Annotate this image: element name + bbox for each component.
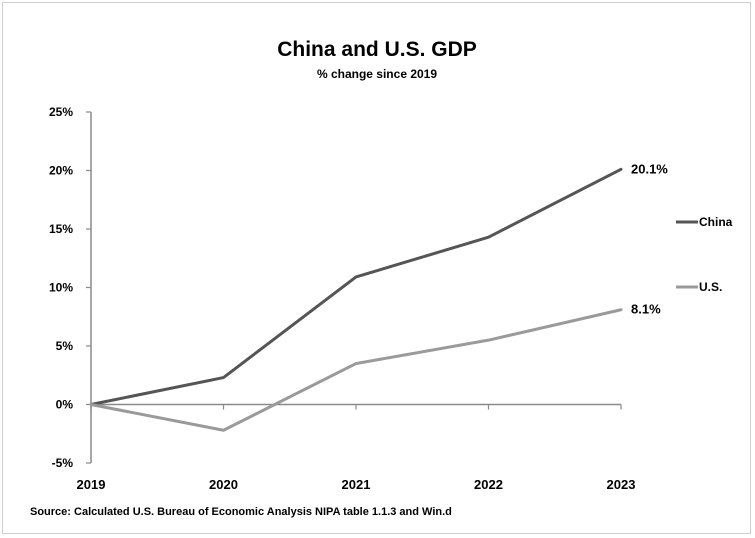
x-tick-label: 2020 [209, 477, 238, 492]
labels-layer: 20.1% China 8.1% U.S. [631, 161, 733, 316]
series-line-china [89, 167, 623, 406]
y-tick-label: 0% [56, 398, 74, 412]
series-layer [89, 167, 623, 432]
y-tick-label: 5% [56, 339, 74, 353]
data-label-china: 20.1% [631, 161, 668, 176]
y-tick-label: 10% [49, 281, 73, 295]
y-tick-label: 25% [49, 105, 73, 119]
data-label-us: 8.1% [631, 302, 661, 317]
source-note: Source: Calculated U.S. Bureau of Econom… [30, 506, 452, 518]
chart-axes: -5% 0% 5% 10% 15% 20% 25% 2019 2020 2021 2022 2023 [49, 105, 635, 492]
chart-title: China and U.S. GDP [277, 38, 477, 61]
x-tick-label: 2019 [77, 477, 106, 492]
x-tick-label: 2022 [474, 477, 503, 492]
series-line-us [89, 308, 623, 432]
legend-label-us: U.S. [699, 280, 722, 294]
x-tick-label: 2023 [607, 477, 636, 492]
legend-label-china: China [699, 215, 733, 229]
y-tick-label: -5% [52, 456, 74, 470]
y-tick-label: 15% [49, 222, 73, 236]
chart-subtitle: % change since 2019 [317, 67, 437, 81]
y-tick-label: 20% [49, 164, 73, 178]
x-tick-label: 2021 [342, 477, 371, 492]
